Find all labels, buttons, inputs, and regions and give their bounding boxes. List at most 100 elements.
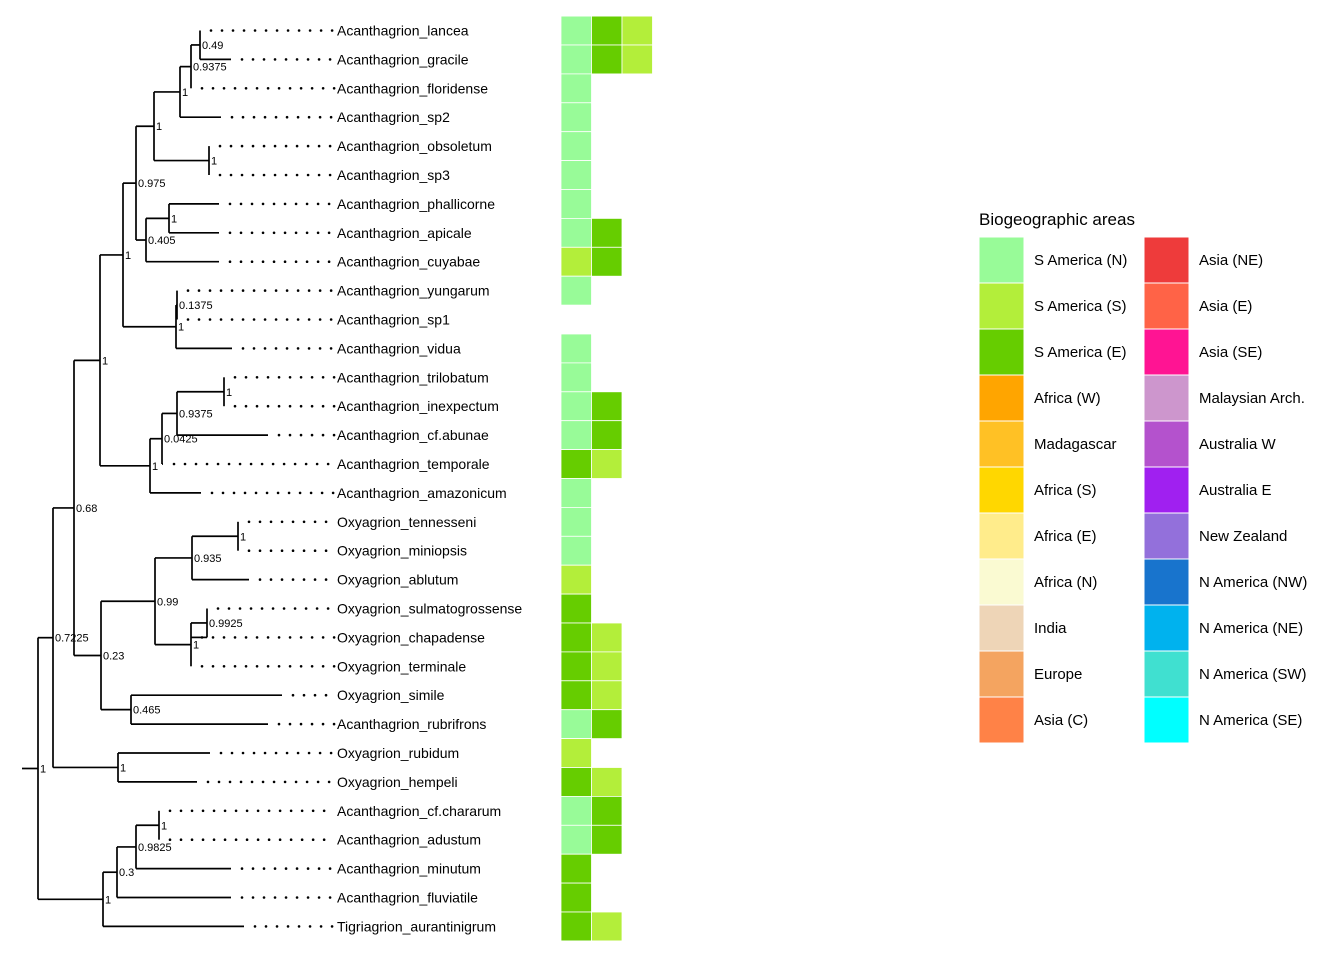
legend-swatch xyxy=(978,282,1025,330)
tip-label: Tigriagrion_aurantinigrum xyxy=(337,918,496,934)
area-cell xyxy=(560,853,592,884)
area-cell xyxy=(560,767,592,797)
legend-label: Asia (SE) xyxy=(1199,344,1262,361)
area-cell xyxy=(560,15,592,46)
area-cell xyxy=(560,796,592,826)
legend-label: Malaysian Arch. xyxy=(1199,390,1305,407)
legend-label: Asia (E) xyxy=(1199,298,1252,315)
tip-label: Oxyagrion_sulmatogrossense xyxy=(337,601,522,617)
legend: Biogeographic areas S America (N) S Ameri… xyxy=(978,210,1307,744)
tip-label: Acanthagrion_sp1 xyxy=(337,312,450,328)
area-cell xyxy=(560,564,592,595)
area-cell xyxy=(591,449,623,479)
tip-label: Oxyagrion_miniopsis xyxy=(337,543,467,559)
support-value: 1 xyxy=(40,763,46,775)
tip-label: Acanthagrion_apicale xyxy=(337,225,472,241)
support-value: 0.935 xyxy=(194,553,222,565)
area-cell xyxy=(591,217,623,248)
legend-swatch xyxy=(1143,558,1190,606)
legend-label: New Zealand xyxy=(1199,528,1287,545)
area-cell xyxy=(560,73,592,104)
area-cell xyxy=(591,44,623,75)
tip-label: Oxyagrion_rubidum xyxy=(337,745,459,761)
area-cell xyxy=(560,651,592,682)
support-value: 0.49 xyxy=(202,40,223,52)
tip-label: Oxyagrion_terminale xyxy=(337,658,466,674)
area-cell xyxy=(560,911,592,942)
legend-label: Africa (W) xyxy=(1034,390,1101,407)
area-cell xyxy=(560,333,592,364)
area-cell xyxy=(591,651,623,682)
legend-swatch xyxy=(978,650,1025,698)
area-cell xyxy=(591,246,623,277)
support-value: 1 xyxy=(171,213,177,225)
support-value: 1 xyxy=(226,387,232,399)
area-cell xyxy=(560,420,592,451)
legend-label: Africa (E) xyxy=(1034,528,1097,545)
support-value: 1 xyxy=(182,87,188,99)
legend-swatch xyxy=(978,236,1025,284)
legend-swatch xyxy=(1143,420,1190,468)
legend-swatch xyxy=(978,696,1025,744)
support-value: 1 xyxy=(152,461,158,473)
area-cell xyxy=(560,44,592,75)
area-cell xyxy=(560,738,592,768)
tip-label: Acanthagrion_fluviatile xyxy=(337,890,478,906)
support-value: 0.99 xyxy=(157,596,178,608)
area-cell xyxy=(560,593,592,624)
area-cell xyxy=(560,391,592,422)
area-cell xyxy=(560,102,592,133)
area-cell xyxy=(560,449,592,479)
area-cell xyxy=(560,275,592,306)
tip-label: Acanthagrion_vidua xyxy=(337,340,461,356)
legend-label: Australia W xyxy=(1199,436,1277,453)
support-value: 0.68 xyxy=(76,503,97,515)
legend-label: Africa (N) xyxy=(1034,574,1097,591)
tip-label: Acanthagrion_cf.chararum xyxy=(337,803,501,819)
legend-label: N America (NE) xyxy=(1199,620,1303,637)
legend-swatch xyxy=(1143,282,1190,330)
tip-label: Acanthagrion_trilobatum xyxy=(337,369,489,385)
support-value: 0.0425 xyxy=(164,434,198,446)
tip-label: Acanthagrion_gracile xyxy=(337,51,469,67)
legend-label: Africa (S) xyxy=(1034,482,1097,499)
legend-title: Biogeographic areas xyxy=(979,210,1135,229)
area-cell xyxy=(621,15,653,46)
legend-swatch xyxy=(978,374,1025,422)
support-value: 1 xyxy=(120,762,126,774)
tip-label: Acanthagrion_cuyabae xyxy=(337,254,480,270)
area-cell xyxy=(591,420,623,451)
legend-label: S America (N) xyxy=(1034,252,1127,269)
legend-label: S America (S) xyxy=(1034,298,1127,315)
support-value: 1 xyxy=(193,640,199,652)
legend-label: Australia E xyxy=(1199,482,1272,499)
support-value: 1 xyxy=(156,121,162,133)
support-value: 1 xyxy=(125,250,131,262)
tip-label: Acanthagrion_lancea xyxy=(337,23,469,39)
support-value: 1 xyxy=(161,820,167,832)
legend-label: S America (E) xyxy=(1034,344,1127,361)
tip-label: Acanthagrion_inexpectum xyxy=(337,398,499,414)
legend-swatch xyxy=(978,328,1025,376)
legend-swatch xyxy=(1143,328,1190,376)
area-cell xyxy=(560,709,592,740)
tip-label: Oxyagrion_chapadense xyxy=(337,629,485,645)
area-cell xyxy=(591,622,623,653)
tip-label: Acanthagrion_minutum xyxy=(337,861,481,877)
tip-label: Oxyagrion_tennesseni xyxy=(337,514,476,530)
tip-label: Acanthagrion_adustum xyxy=(337,832,481,848)
area-cell xyxy=(591,709,623,740)
area-cell xyxy=(591,15,623,46)
area-cell xyxy=(560,246,592,277)
support-value: 0.23 xyxy=(103,650,124,662)
tip-label: Acanthagrion_temporale xyxy=(337,456,490,472)
support-value: 0.9375 xyxy=(193,62,227,74)
tip-label: Acanthagrion_amazonicum xyxy=(337,485,507,501)
legend-label: Asia (NE) xyxy=(1199,252,1263,269)
area-cell xyxy=(560,882,592,913)
legend-swatch xyxy=(1143,236,1190,284)
area-cell xyxy=(591,911,623,942)
support-value: 1 xyxy=(178,322,184,334)
area-cell xyxy=(560,680,592,711)
